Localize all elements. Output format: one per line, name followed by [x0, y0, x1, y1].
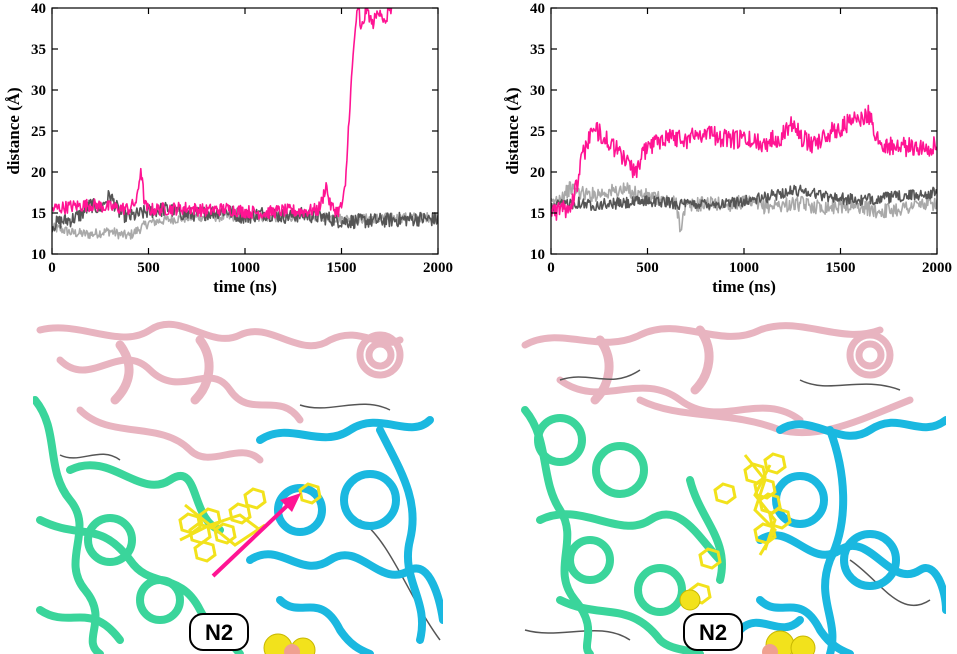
x-tick-label-right: 0	[547, 260, 555, 276]
y-tick-label-left: 30	[31, 83, 46, 99]
series-group-left	[52, 8, 438, 240]
distance-plot-right: 0 500 1000 1500 2000 10 15 20 25 30 35 40 time (ns)…	[503, 1, 952, 296]
y-tick-label-left: 35	[31, 42, 46, 58]
axes-right: 0 500 1000 1500 2000 10 15 20 25 30 35 40	[530, 1, 952, 276]
y-tick-label-left: 10	[31, 247, 46, 263]
protein-structure-image-left	[33, 320, 443, 654]
y-tick-label-right: 30	[530, 83, 545, 99]
y-tick-label-left: 20	[31, 165, 46, 181]
y-tick-label-right: 15	[530, 206, 545, 222]
plot-area-right	[551, 104, 937, 233]
series-group-right	[551, 104, 937, 233]
x-axis-label-right: time (ns)	[712, 277, 776, 296]
series-line-right-1	[551, 184, 937, 213]
x-tick-label-right: 1000	[729, 260, 759, 276]
y-tick-label-right: 25	[530, 124, 545, 140]
y-axis-label-left: distance (Å)	[4, 87, 23, 174]
distance-plot-left: 0 500 1000 1500 2000 10 15 20 25 30 35 40 time (ns)…	[4, 1, 453, 296]
series-line-right-0	[551, 181, 937, 233]
y-tick-label-left: 25	[31, 124, 46, 140]
x-tick-label-right: 2000	[922, 260, 952, 276]
x-tick-label-right: 500	[636, 260, 659, 276]
y-tick-label-right: 20	[530, 165, 545, 181]
green-ribbon-domain-right	[521, 406, 726, 654]
n2-label-badge-right: N2	[683, 613, 743, 651]
x-tick-label-right: 1500	[826, 260, 856, 276]
x-tick-label-left: 500	[137, 260, 160, 276]
series-line-left-2	[52, 8, 393, 220]
x-tick-label-left: 2000	[423, 260, 453, 276]
y-tick-label-left: 15	[31, 206, 46, 222]
cyan-ribbon-domain-left	[246, 416, 443, 654]
axes-left: 0 500 1000 1500 2000 10 15 20 25 30 35 40	[31, 1, 453, 276]
ligand-cluster-right	[688, 452, 792, 605]
n2-label-badge-left: N2	[189, 613, 249, 651]
series-line-right-2	[551, 104, 937, 221]
x-axis-label-left: time (ns)	[213, 277, 277, 296]
x-tick-label-left: 0	[48, 260, 56, 276]
y-axis-label-right: distance (Å)	[503, 87, 522, 174]
migration-arrow-left	[211, 493, 301, 578]
x-tick-label-left: 1500	[327, 260, 357, 276]
y-tick-label-right: 35	[530, 42, 545, 58]
plot-area-left	[52, 8, 438, 240]
pink-ribbon-domain-left	[36, 320, 404, 464]
svg-text:N2: N2	[699, 620, 727, 645]
x-tick-label-left: 1000	[230, 260, 260, 276]
ligand-cluster-left	[178, 482, 322, 563]
y-tick-label-left: 40	[31, 1, 46, 17]
svg-text:N2: N2	[205, 620, 233, 645]
cyan-ribbon-domain-right	[736, 416, 946, 654]
y-tick-label-right: 40	[530, 1, 545, 17]
y-tick-label-right: 10	[530, 247, 545, 263]
protein-structure-image-right	[521, 320, 946, 654]
plot-frame-right	[550, 7, 938, 255]
